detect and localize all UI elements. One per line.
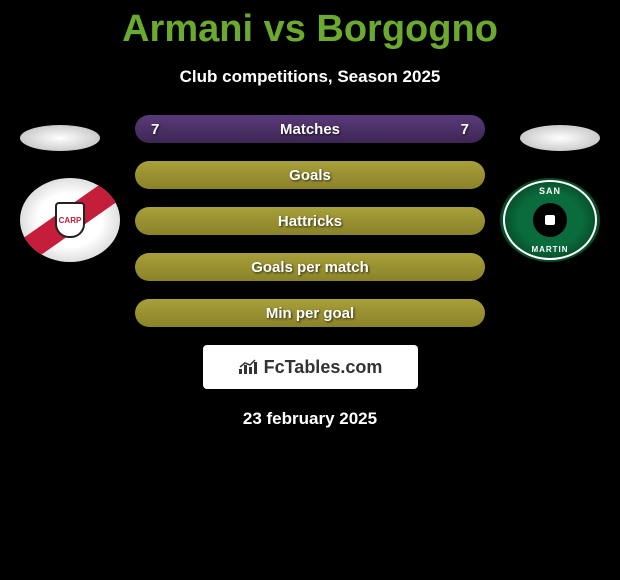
stat-row-matches: 7 Matches 7 [135,115,485,143]
stat-row-goals: Goals [135,161,485,189]
stat-matches-left: 7 [151,121,159,138]
river-badge: CARP [55,202,85,238]
stat-row-min-per-goal: Min per goal [135,299,485,327]
stat-row-hattricks: Hattricks [135,207,485,235]
stat-matches-right: 7 [461,121,469,138]
sanmartin-text-bottom: MARTIN [500,245,600,254]
player-left-avatar [20,125,100,151]
stat-goals-label: Goals [289,167,331,184]
page-title: Armani vs Borgogno [0,0,620,51]
stat-gpm-label: Goals per match [251,259,369,276]
san-martin-logo: SAN MARTIN [500,178,600,262]
club-logo-right: SAN MARTIN [500,178,600,262]
sanmartin-text-top: SAN [500,186,600,196]
stat-matches-label: Matches [280,121,340,138]
sanmartin-ball-icon [533,203,567,237]
stat-row-goals-per-match: Goals per match [135,253,485,281]
footer-date: 23 february 2025 [0,409,620,429]
stat-mpg-label: Min per goal [266,305,354,322]
footer-brand-badge[interactable]: FcTables.com [203,345,418,389]
chart-icon [238,359,258,375]
subtitle: Club competitions, Season 2025 [0,67,620,87]
stat-hattricks-label: Hattricks [278,213,342,230]
river-plate-logo: CARP [20,178,120,262]
player-right-avatar [520,125,600,151]
club-logo-left: CARP [20,178,120,262]
footer-brand-text: FcTables.com [264,357,383,378]
